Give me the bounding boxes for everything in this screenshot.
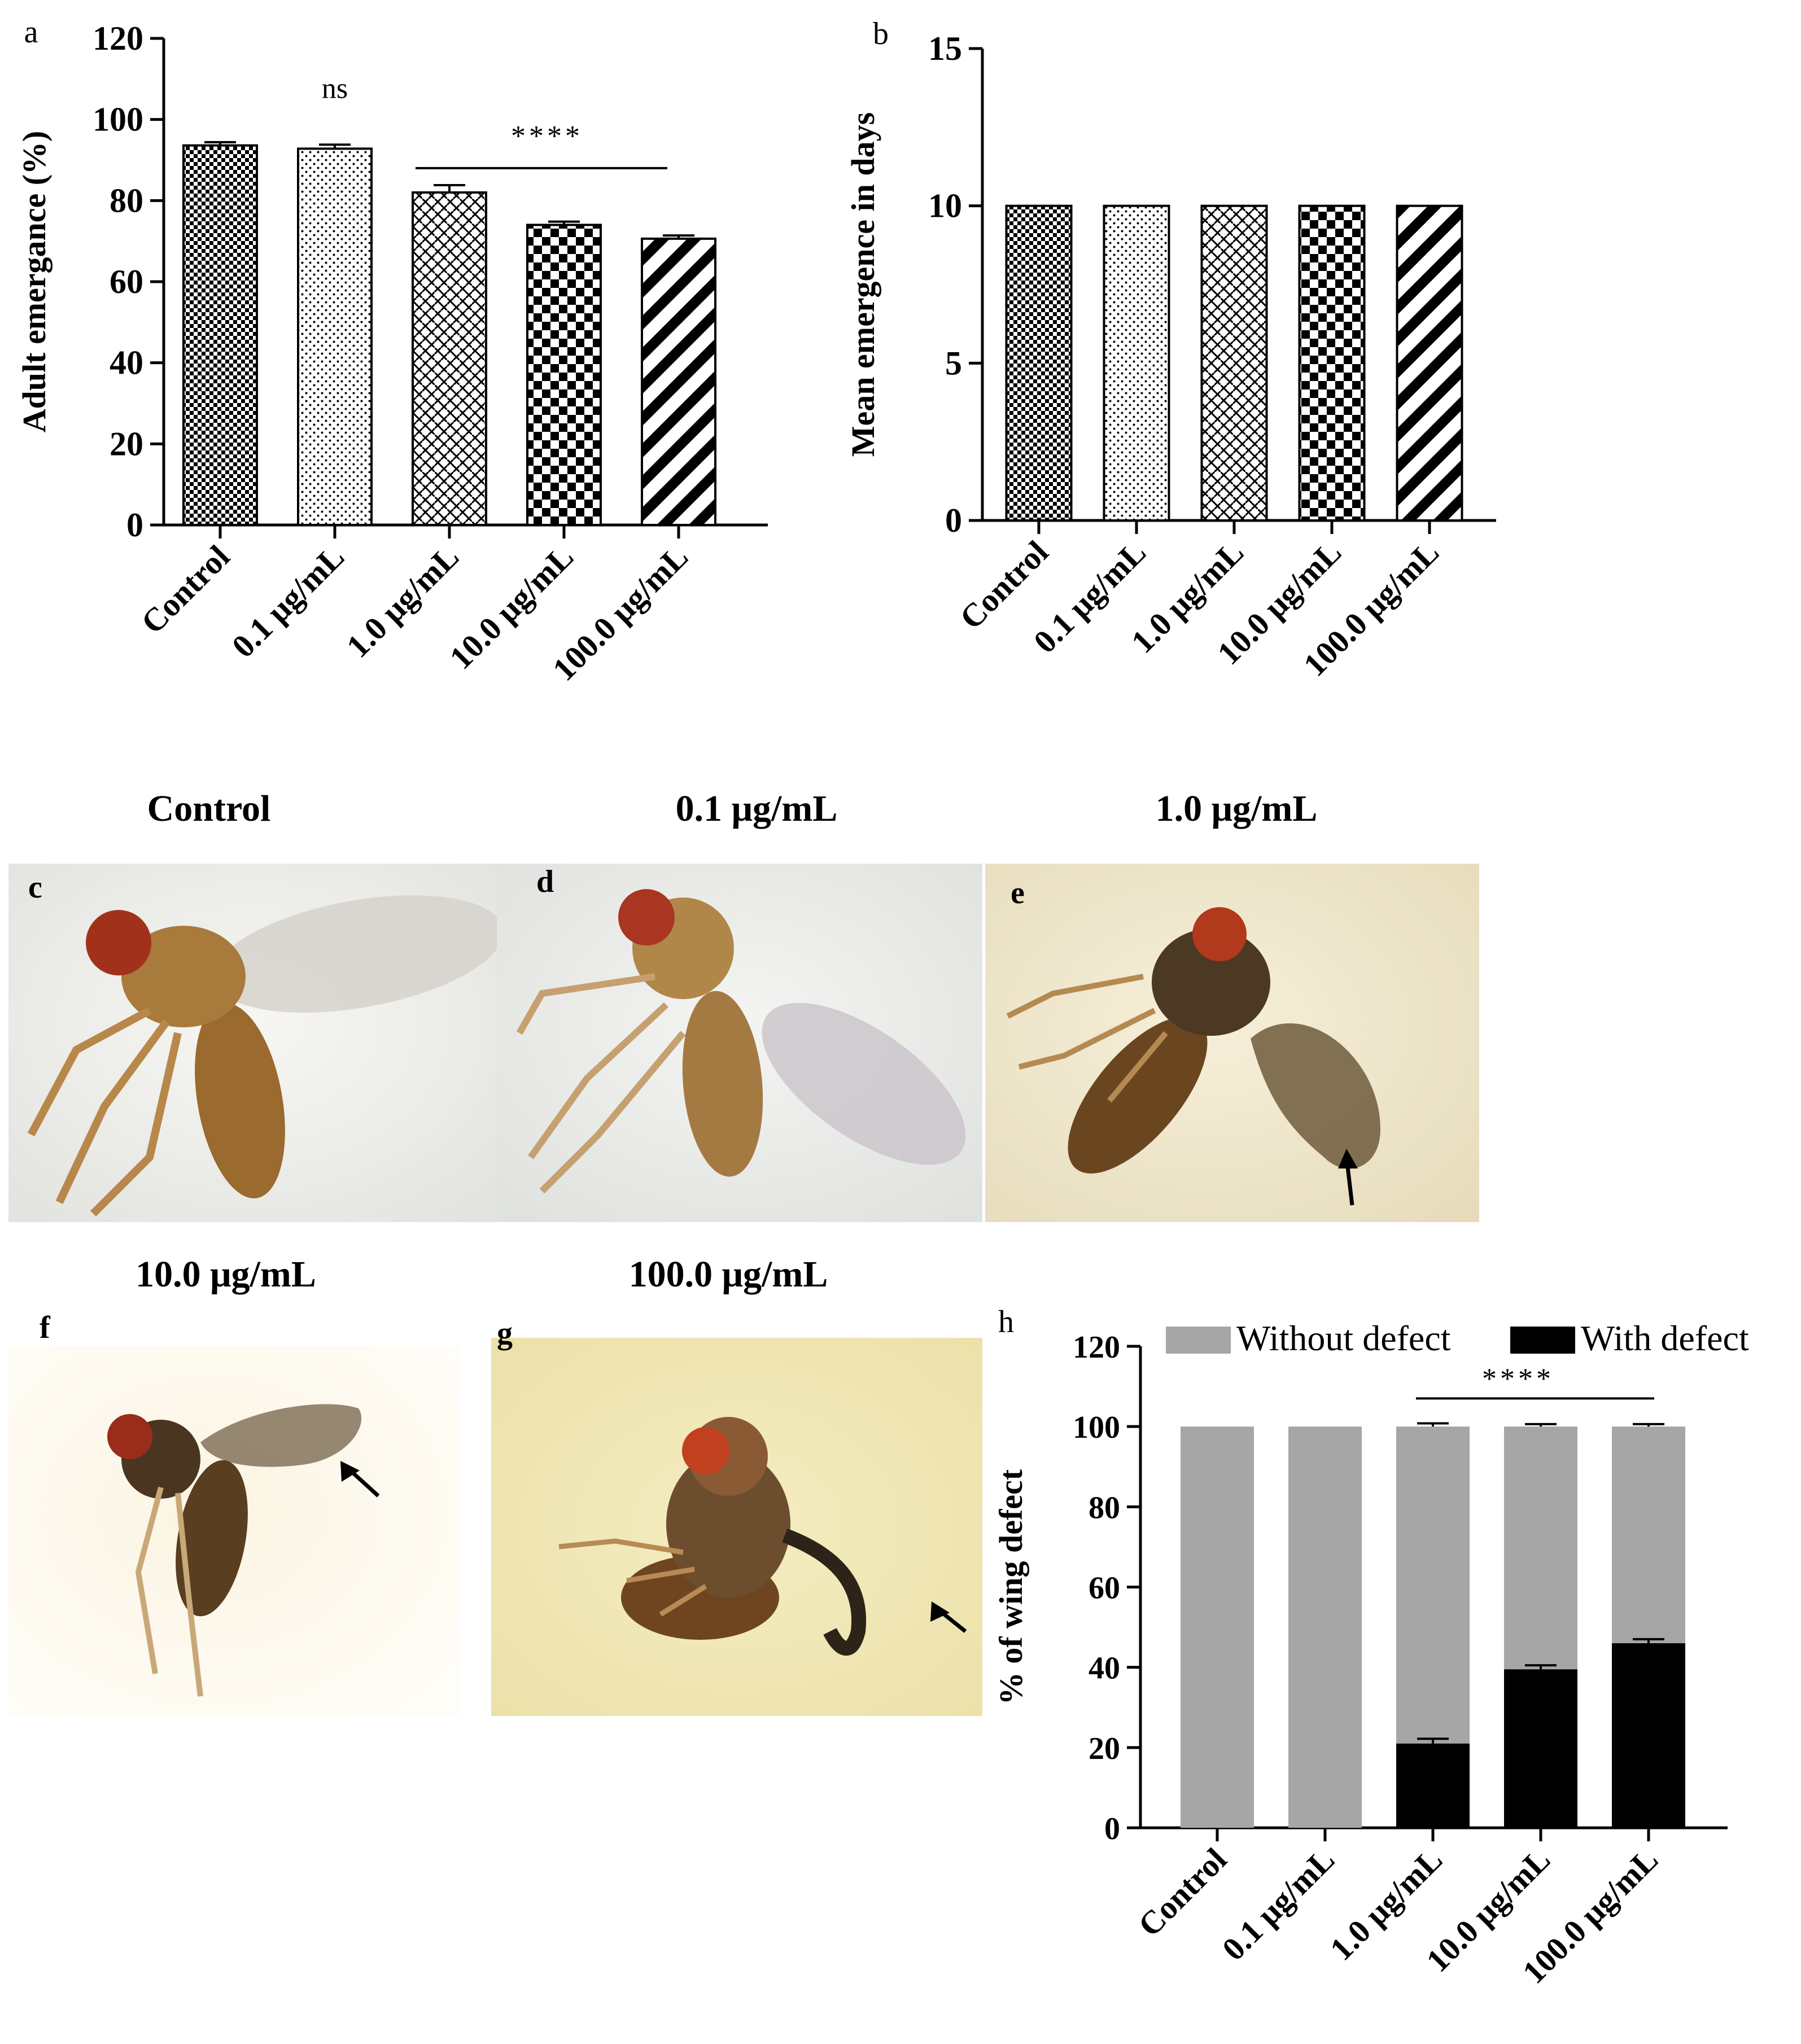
bar-3: [1200, 204, 1268, 522]
bar-1: [182, 144, 258, 526]
photo-f: [8, 1346, 460, 1716]
bar-without-defect-5: [1612, 1426, 1685, 1644]
x-tick-label: 0.1 μg/mL: [1215, 1841, 1341, 1967]
y-tick-label: 80: [1089, 1490, 1120, 1525]
y-tick-label: 60: [110, 263, 143, 300]
y-tick-label: 120: [1073, 1330, 1120, 1365]
y-tick-label: 10: [928, 187, 962, 225]
photo-e: [985, 864, 1479, 1222]
y-tick-label: 60: [1089, 1571, 1120, 1606]
legend-swatch-without-defect: [1166, 1327, 1231, 1354]
significance-stars: ****: [1482, 1363, 1554, 1395]
panel-letter-e: e: [1011, 876, 1025, 911]
y-tick-label: 100: [93, 101, 143, 138]
bar-without-defect-3: [1396, 1426, 1470, 1744]
panel-letter-g: g: [497, 1316, 513, 1351]
panel-letter: b: [873, 16, 889, 51]
y-tick-label: 20: [1089, 1731, 1120, 1766]
legend-label-with-defect: With defect: [1581, 1318, 1749, 1358]
panel-letter: h: [998, 1305, 1014, 1340]
bar-5: [1396, 204, 1463, 522]
photo-g: [491, 1338, 982, 1716]
photo-d: [497, 864, 982, 1222]
photo-title-c: Control: [147, 788, 271, 829]
photo-title-g: 100.0 μg/mL: [628, 1254, 828, 1295]
panel-letter: a: [24, 15, 38, 50]
photo-title-d: 0.1 μg/mL: [675, 788, 838, 829]
photo-title-e: 1.0 μg/mL: [1155, 788, 1318, 829]
bar-without-defect-1: [1181, 1426, 1254, 1828]
y-tick-label: 0: [1104, 1811, 1120, 1846]
bar-2: [297, 147, 373, 526]
bar-4: [526, 224, 602, 526]
significance-stars: ****: [511, 120, 583, 152]
y-tick-label: 40: [110, 344, 143, 382]
y-tick-label: 5: [945, 344, 962, 382]
y-tick-label: 80: [110, 182, 143, 219]
panel-letter-c: c: [28, 870, 42, 905]
y-tick-label: 100: [1073, 1410, 1120, 1445]
bar-without-defect-2: [1288, 1426, 1362, 1828]
legend-label-without-defect: Without defect: [1236, 1318, 1451, 1358]
chart-h: h 0 20 40 60 80 100 120 % of wing defect Control0…: [993, 1305, 1749, 1990]
x-tick-label: 0.1 μg/mL: [225, 538, 351, 664]
panel-letter-d: d: [536, 864, 554, 899]
y-axis-title: Adult emergance (%): [16, 131, 53, 433]
y-tick-label: 40: [1089, 1651, 1120, 1686]
x-tick-label: Control: [1131, 1841, 1234, 1944]
bar-3: [412, 191, 487, 526]
photo-c: [8, 864, 497, 1222]
y-tick-label: 20: [110, 425, 143, 462]
y-tick-label: 120: [93, 20, 143, 57]
photo-title-f: 10.0 μg/mL: [135, 1254, 316, 1295]
bar-1: [1005, 204, 1073, 522]
y-axis-title: Mean emergence in days: [845, 112, 881, 457]
bar-2: [1103, 204, 1170, 522]
chart-a: a 0 20 40 60 80 100 120 Adult emergance (%) Contr…: [16, 15, 768, 688]
bar-4: [1298, 204, 1366, 522]
bar-with-defect-4: [1504, 1669, 1577, 1828]
legend-swatch-with-defect: [1510, 1327, 1575, 1354]
y-tick-label: 15: [928, 30, 962, 67]
bar-without-defect-4: [1504, 1426, 1577, 1670]
y-tick-label: 0: [126, 506, 143, 544]
bar-5: [641, 237, 716, 526]
y-tick-label: 0: [945, 502, 962, 539]
panel-letter-f: f: [40, 1310, 50, 1345]
bar-with-defect-3: [1396, 1743, 1470, 1828]
ns-annotation: ns: [322, 72, 348, 104]
x-tick-label: Control: [134, 538, 237, 641]
y-axis-title: % of wing defect: [993, 1469, 1029, 1705]
bar-with-defect-5: [1612, 1643, 1685, 1828]
